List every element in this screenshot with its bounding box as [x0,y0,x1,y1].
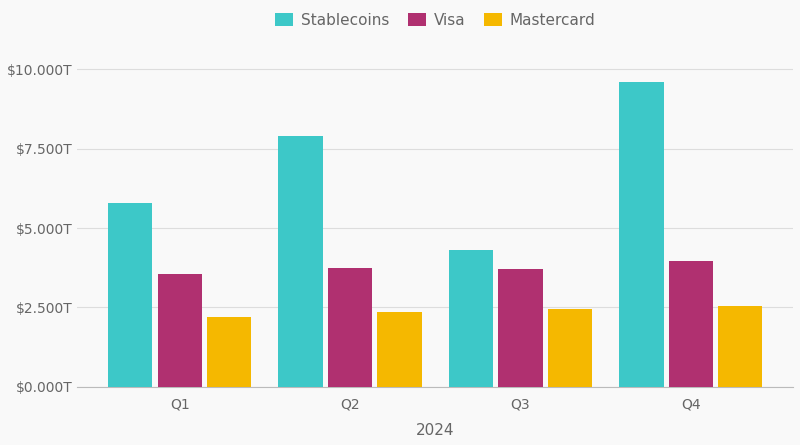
Bar [619,82,663,387]
Legend: Stablecoins, Visa, Mastercard: Stablecoins, Visa, Mastercard [269,7,602,34]
Bar [548,309,592,387]
Bar [278,136,322,387]
Bar [449,250,493,387]
Bar [108,202,153,387]
X-axis label: 2024: 2024 [416,423,454,438]
Bar [718,306,762,387]
Bar [328,268,372,387]
Bar [207,317,251,387]
Bar [669,261,713,387]
Bar [378,312,422,387]
Bar [158,274,202,387]
Bar [498,269,542,387]
